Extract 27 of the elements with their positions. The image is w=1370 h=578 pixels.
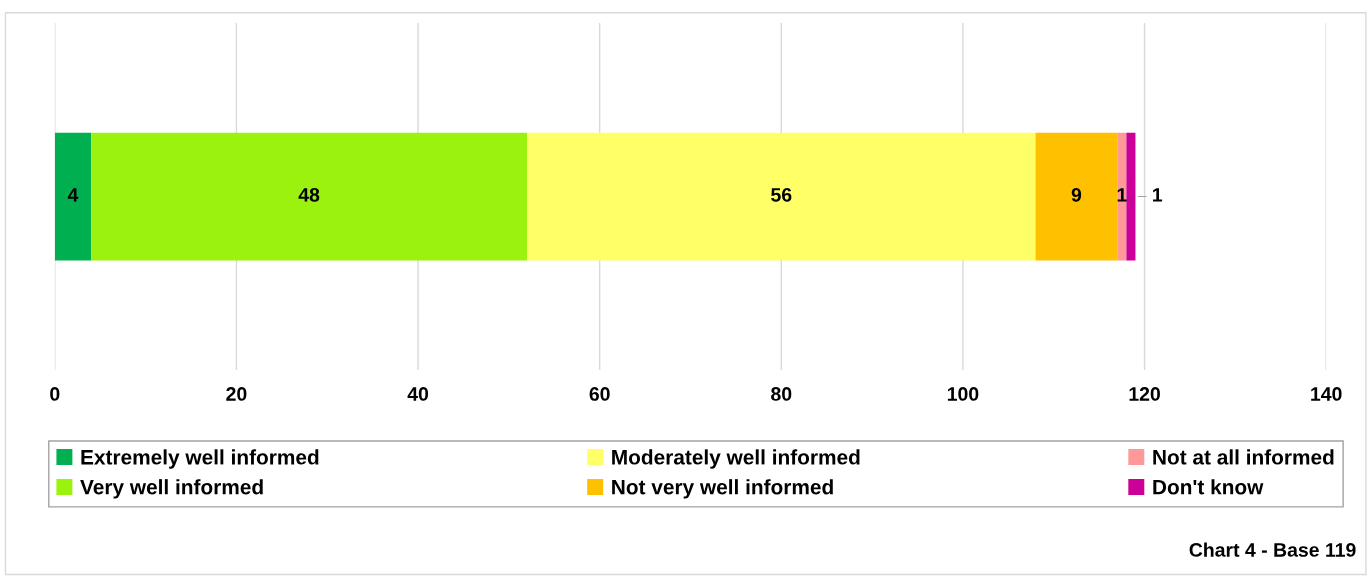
legend-label: Not at all informed: [1153, 449, 1334, 465]
x-tick-label: 0: [50, 387, 60, 401]
data-label: 4: [67, 188, 79, 202]
bar: [1035, 132, 1118, 261]
x-tick-label: 80: [771, 387, 792, 401]
data-label: 1: [1117, 188, 1127, 202]
bar: [54, 132, 92, 261]
bar: [1117, 132, 1127, 261]
caption: Chart 4 - Base 119: [1189, 542, 1356, 557]
data-label: 9: [1071, 187, 1082, 202]
x-tick-label: 120: [1129, 387, 1160, 401]
legend-label: Very well informed: [80, 479, 263, 499]
bar: [91, 132, 528, 261]
x-tick-label: 60: [589, 387, 610, 401]
data-label: 56: [771, 187, 792, 202]
x-tick-label: 40: [407, 387, 429, 401]
bar: [527, 132, 1036, 261]
x-tick-label: 20: [226, 387, 247, 401]
bar: [1126, 132, 1136, 261]
legend-label: Don't know: [1153, 479, 1264, 495]
data-label: 1: [1153, 188, 1163, 202]
legend-label: Moderately well informed: [612, 449, 860, 469]
legend-label: Extremely well informed: [81, 449, 319, 469]
data-label: 48: [298, 187, 320, 202]
legend-label: Not very well informed: [612, 479, 833, 499]
x-tick-label: 140: [1311, 387, 1342, 401]
x-tick-label: 100: [947, 387, 979, 401]
